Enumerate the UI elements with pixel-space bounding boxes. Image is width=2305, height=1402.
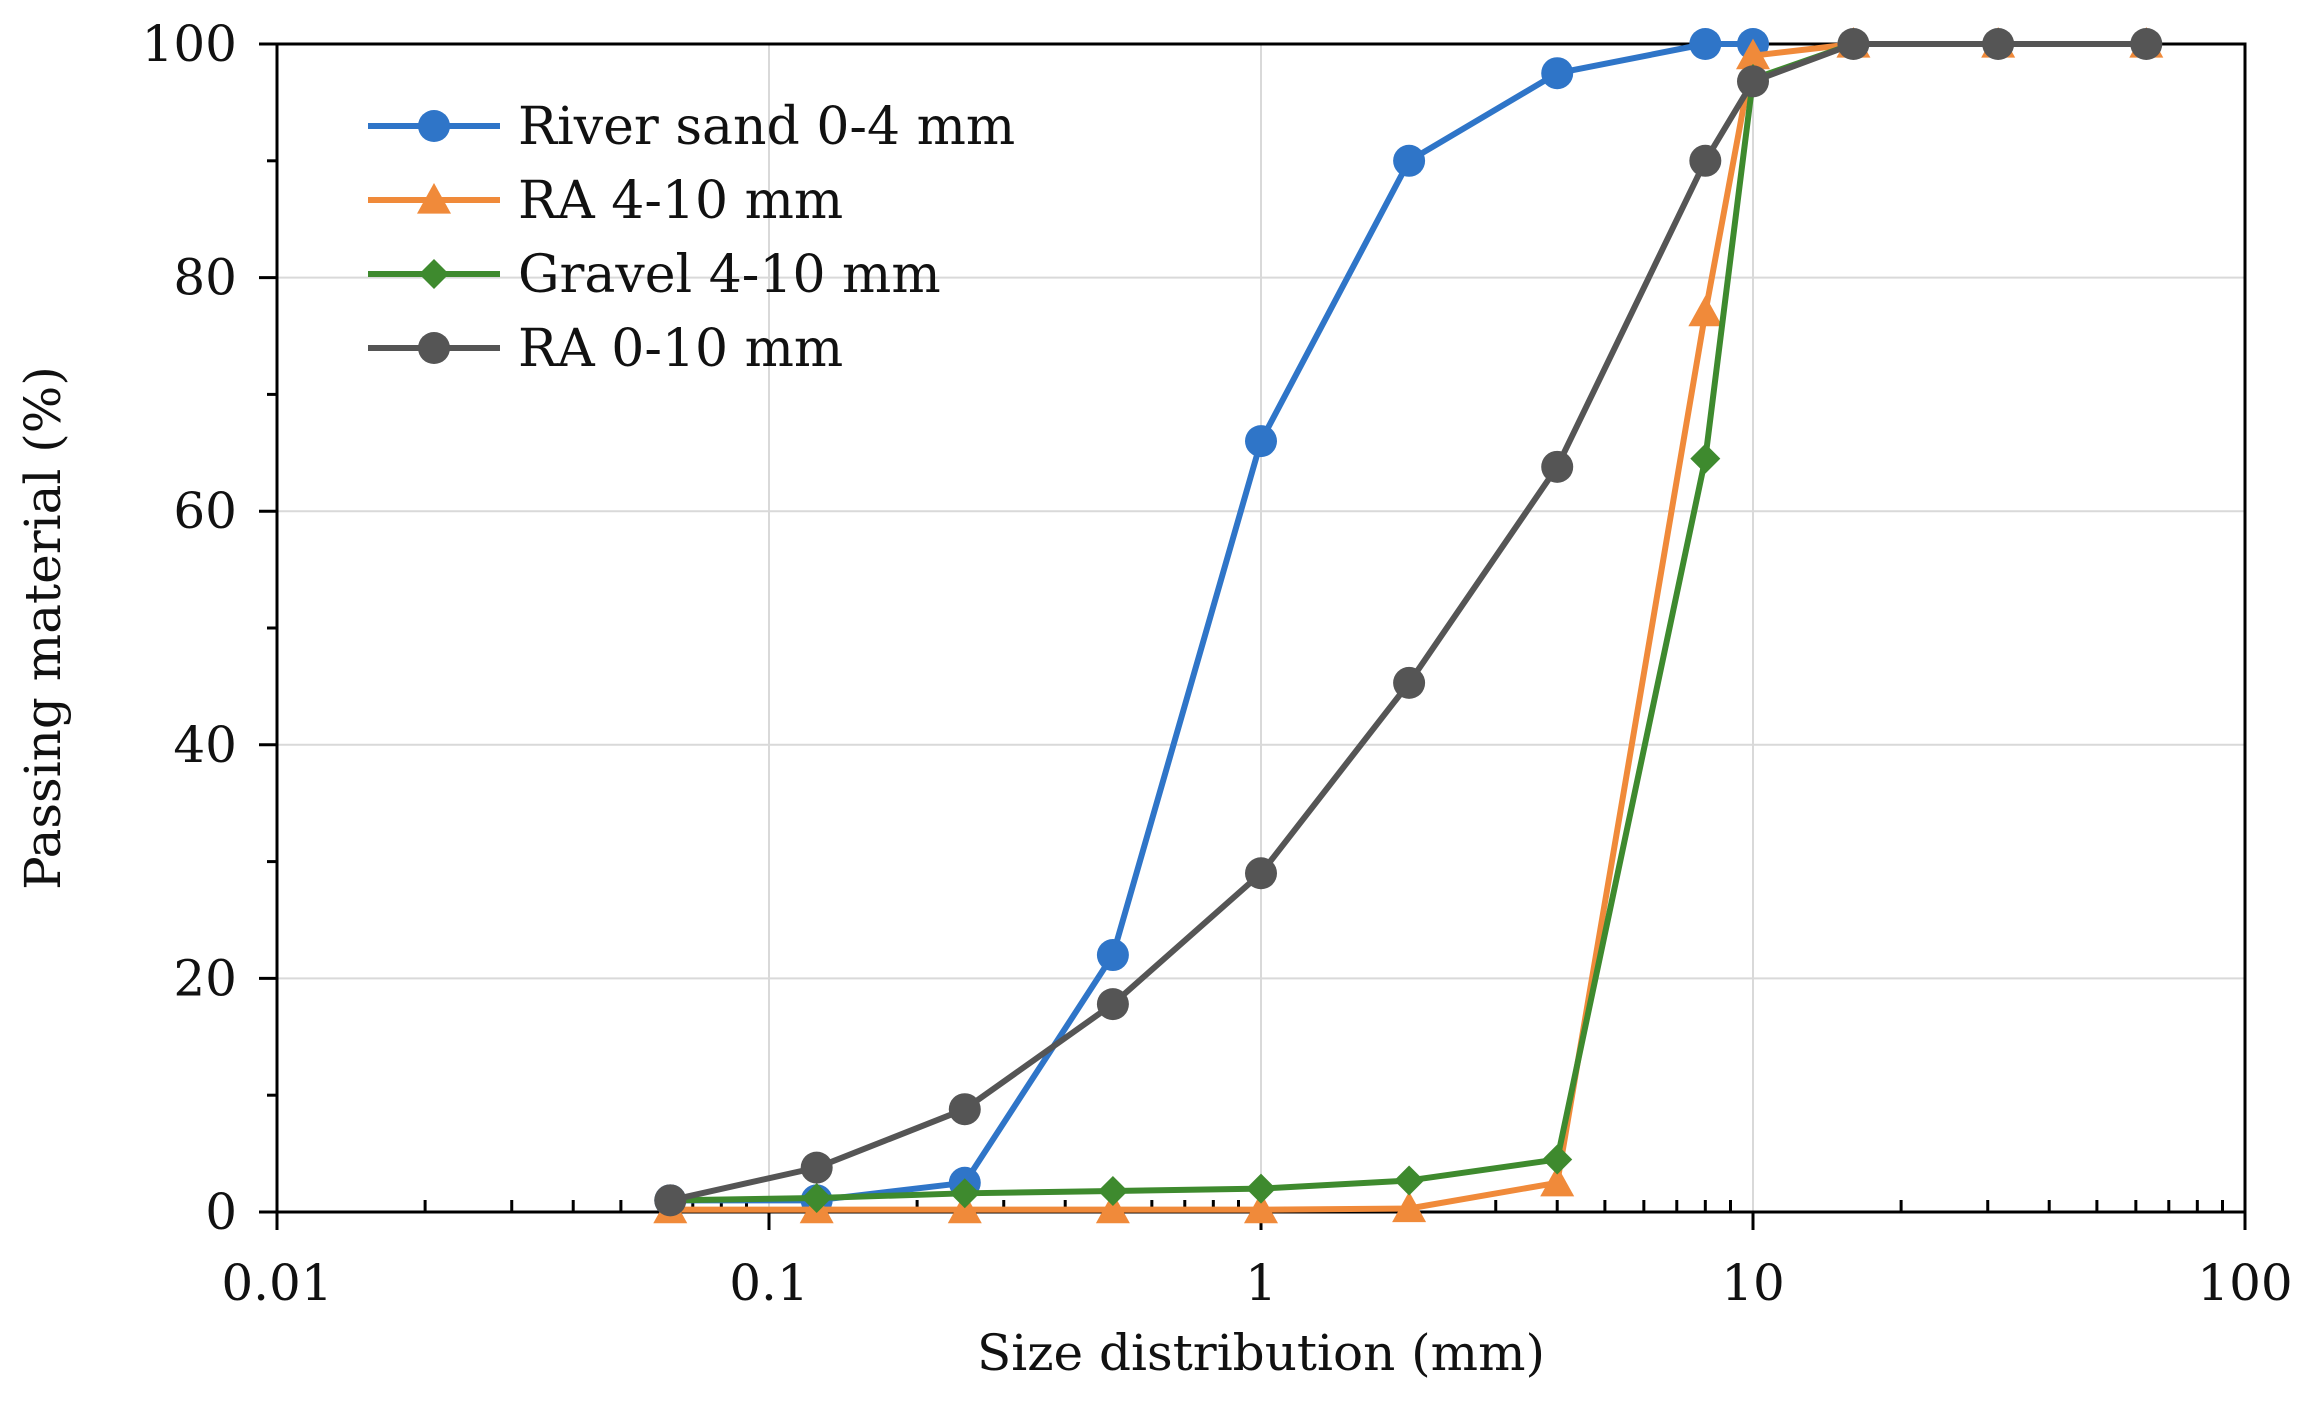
x-tick-label: 1 bbox=[1245, 1254, 1277, 1312]
legend-marker bbox=[418, 110, 450, 142]
series-line bbox=[670, 41, 2147, 1213]
legend-label: RA 4-10 mm bbox=[518, 171, 843, 231]
series-group bbox=[653, 27, 2164, 1224]
data-point bbox=[654, 1184, 687, 1217]
legend-label: RA 0-10 mm bbox=[518, 319, 843, 379]
y-tick-label: 20 bbox=[173, 949, 237, 1007]
data-point bbox=[948, 1093, 981, 1126]
data-point bbox=[1540, 1165, 1575, 1197]
data-point bbox=[800, 1151, 833, 1184]
legend-marker bbox=[419, 259, 449, 289]
series-1 bbox=[653, 27, 2164, 1224]
x-tick-label: 100 bbox=[2197, 1254, 2292, 1312]
data-point bbox=[1689, 28, 1722, 60]
data-point bbox=[1245, 425, 1277, 458]
data-point bbox=[1246, 1173, 1276, 1204]
data-point bbox=[1244, 1192, 1278, 1224]
data-point bbox=[1245, 857, 1277, 890]
data-point bbox=[1097, 1175, 1128, 1206]
data-point bbox=[1541, 450, 1574, 483]
legend: River sand 0-4 mm RA 4-10 mm Gravel 4-10 m… bbox=[368, 97, 1015, 379]
data-point bbox=[1688, 295, 1723, 327]
data-point bbox=[1689, 144, 1722, 177]
data-point bbox=[1837, 28, 1870, 60]
data-point bbox=[1690, 443, 1721, 474]
x-tick-labels: 0.01 0.1 1 10 100 bbox=[221, 1254, 2292, 1312]
y-axis-title: Passing material (%) bbox=[14, 366, 72, 890]
data-point bbox=[2130, 28, 2163, 60]
y-tick-label: 0 bbox=[205, 1183, 237, 1241]
data-point bbox=[801, 1182, 832, 1213]
data-point bbox=[1542, 1144, 1573, 1175]
data-point bbox=[1736, 38, 1770, 70]
y-tick-label: 100 bbox=[142, 15, 237, 73]
y-tick-label: 60 bbox=[173, 482, 237, 540]
data-point bbox=[1393, 666, 1426, 699]
legend-label: River sand 0-4 mm bbox=[518, 97, 1015, 157]
series-3 bbox=[654, 28, 2163, 1217]
data-point bbox=[1737, 65, 1769, 98]
legend-marker bbox=[418, 332, 450, 364]
series-line bbox=[669, 41, 2147, 1204]
axis-ticks bbox=[259, 42, 2247, 1230]
legend-marker bbox=[417, 183, 451, 214]
x-tick-label: 0.1 bbox=[729, 1254, 809, 1312]
data-point bbox=[949, 1178, 980, 1209]
data-point bbox=[1982, 28, 2015, 60]
x-tick-label: 0.01 bbox=[221, 1254, 332, 1312]
data-point bbox=[1392, 1191, 1427, 1223]
y-tick-labels: 0 20 40 60 80 100 bbox=[142, 15, 237, 1241]
legend-label: Gravel 4-10 mm bbox=[518, 245, 941, 305]
data-point bbox=[1096, 988, 1129, 1021]
data-point bbox=[1541, 57, 1574, 90]
y-tick-label: 40 bbox=[173, 716, 237, 774]
series-2 bbox=[655, 29, 2162, 1216]
x-axis-title: Size distribution (mm) bbox=[977, 1324, 1545, 1382]
data-point bbox=[1394, 1165, 1425, 1196]
series-line bbox=[670, 41, 2147, 1204]
data-point bbox=[1095, 1192, 1130, 1224]
data-point bbox=[1096, 939, 1129, 972]
data-point bbox=[1393, 144, 1426, 177]
x-tick-label: 10 bbox=[1721, 1254, 1785, 1312]
y-tick-label: 80 bbox=[173, 249, 237, 307]
